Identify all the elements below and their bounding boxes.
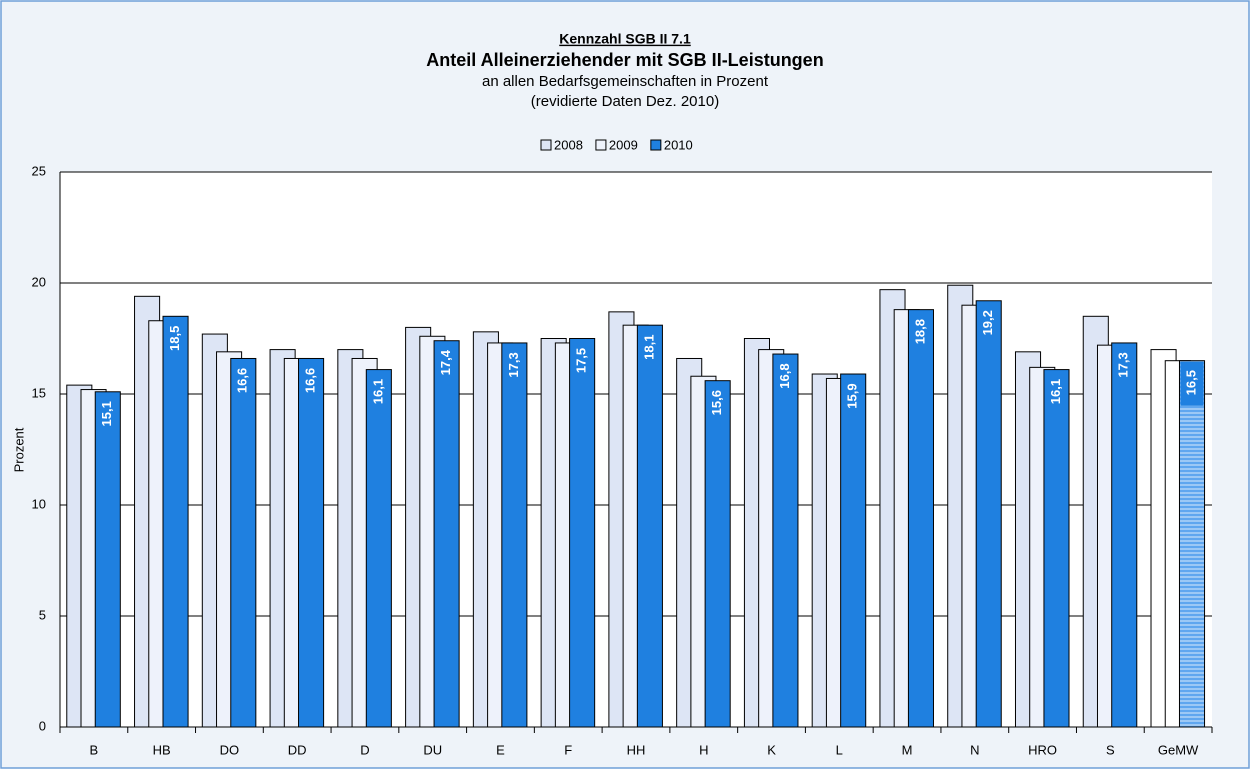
value-label: 17,3 xyxy=(1116,352,1131,377)
y-tick-label: 25 xyxy=(32,163,46,178)
value-label: 19,2 xyxy=(980,310,995,335)
legend-label: 2009 xyxy=(609,137,638,152)
x-tick-label: E xyxy=(496,742,505,757)
x-tick-label: DO xyxy=(220,742,240,757)
bar xyxy=(569,338,596,728)
value-label: 16,1 xyxy=(370,379,385,404)
value-label: 16,6 xyxy=(303,368,318,393)
y-tick-label: 20 xyxy=(32,274,46,289)
value-label: 18,5 xyxy=(167,326,182,351)
bar xyxy=(298,357,325,728)
x-tick-label: H xyxy=(699,742,708,757)
bar xyxy=(704,380,731,728)
y-tick-label: 0 xyxy=(39,718,46,733)
x-tick-label: M xyxy=(902,742,913,757)
bar xyxy=(1111,342,1138,728)
bar xyxy=(636,324,663,728)
x-tick-label: L xyxy=(836,742,843,757)
x-tick-label: DU xyxy=(423,742,442,757)
bar xyxy=(365,369,392,728)
x-tick-label: B xyxy=(90,742,99,757)
bar xyxy=(772,353,799,728)
x-tick-label: HRO xyxy=(1028,742,1057,757)
y-tick-label: 10 xyxy=(32,496,46,511)
bar xyxy=(840,373,867,728)
value-label: 16,8 xyxy=(777,363,792,388)
value-label: 18,1 xyxy=(641,335,656,360)
subtitle: (revidierte Daten Dez. 2010) xyxy=(531,93,719,110)
bar xyxy=(162,315,189,728)
label-bg xyxy=(1180,361,1204,406)
x-tick-label: GeMW xyxy=(1158,742,1199,757)
x-tick-label: D xyxy=(360,742,369,757)
bar xyxy=(501,342,528,728)
bar xyxy=(975,300,1002,728)
value-label: 16,6 xyxy=(235,368,250,393)
value-label: 18,8 xyxy=(912,319,927,344)
y-axis-title: Prozent xyxy=(11,427,26,472)
value-label: 15,9 xyxy=(845,383,860,408)
bar xyxy=(1043,369,1070,728)
bar xyxy=(94,391,121,728)
bar xyxy=(1178,360,1206,728)
value-label: 15,1 xyxy=(99,401,114,426)
legend-label: 2010 xyxy=(664,137,693,152)
value-label: 16,5 xyxy=(1183,370,1198,395)
y-tick-label: 5 xyxy=(39,607,46,622)
x-tick-label: S xyxy=(1106,742,1115,757)
x-tick-label: DD xyxy=(288,742,307,757)
value-label: 16,1 xyxy=(1048,379,1063,404)
bar xyxy=(230,357,257,728)
legend-swatch xyxy=(595,139,607,151)
x-tick-label: F xyxy=(564,742,572,757)
kicker: Kennzahl SGB II 7.1 xyxy=(559,31,691,47)
bar xyxy=(433,340,460,728)
x-tick-label: N xyxy=(970,742,979,757)
x-tick-label: HB xyxy=(153,742,171,757)
legend-swatch xyxy=(540,139,552,151)
legend-label: 2008 xyxy=(554,137,583,152)
bar xyxy=(907,309,934,728)
subtitle: an allen Bedarfsgemeinschaften in Prozen… xyxy=(482,73,769,90)
y-tick-label: 15 xyxy=(32,385,46,400)
x-tick-label: HH xyxy=(627,742,646,757)
x-tick-label: K xyxy=(767,742,776,757)
value-label: 17,4 xyxy=(438,349,453,375)
legend-swatch xyxy=(650,139,662,151)
value-label: 15,6 xyxy=(709,390,724,415)
chart-title: Anteil Alleinerziehender mit SGB II-Leis… xyxy=(426,50,823,70)
value-label: 17,5 xyxy=(574,348,589,373)
value-label: 17,3 xyxy=(506,352,521,377)
